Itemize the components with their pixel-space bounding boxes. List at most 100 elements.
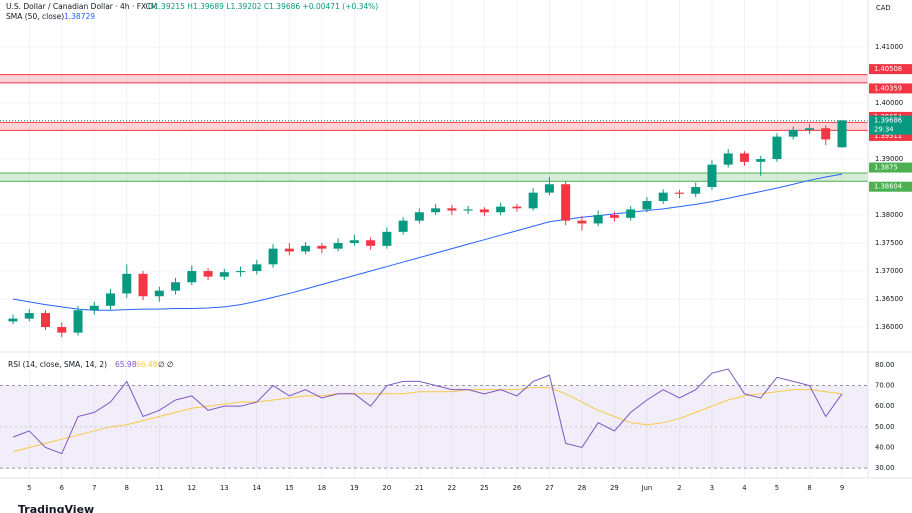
x-tick-label: 8 bbox=[807, 484, 811, 492]
candle-body bbox=[756, 159, 766, 162]
candle-body bbox=[463, 209, 473, 211]
candle-body bbox=[821, 128, 831, 140]
candle-body bbox=[723, 153, 733, 165]
candle-body bbox=[544, 184, 554, 193]
candle-body bbox=[707, 164, 717, 188]
candle-body bbox=[138, 273, 148, 297]
x-tick-label: 2 bbox=[677, 484, 681, 492]
x-tick-label: 5 bbox=[775, 484, 779, 492]
zone bbox=[0, 122, 868, 131]
y-tick-label: 1.39000 bbox=[875, 155, 903, 163]
ohlc-values: O1.39215 H1.39689 L1.39202 C1.39686 +0.0… bbox=[148, 2, 378, 11]
x-tick-label: 29 bbox=[610, 484, 619, 492]
sma-line bbox=[12, 173, 843, 311]
candle-body bbox=[447, 208, 457, 211]
candle-body bbox=[398, 220, 408, 232]
candle-body bbox=[154, 290, 164, 297]
x-tick-label: 8 bbox=[125, 484, 129, 492]
x-tick-label: 5 bbox=[27, 484, 31, 492]
x-tick-label: 19 bbox=[350, 484, 359, 492]
rsi-band bbox=[0, 385, 868, 469]
rsi-tick-label: 50.00 bbox=[875, 423, 894, 431]
price-tag-label: 1.3875 bbox=[874, 164, 898, 172]
x-tick-label: 12 bbox=[187, 484, 196, 492]
x-tick-label: 15 bbox=[285, 484, 294, 492]
x-tick-label: 11 bbox=[155, 484, 164, 492]
candle-body bbox=[171, 282, 181, 291]
candle-body bbox=[301, 245, 311, 252]
sma-legend: SMA (50, close) bbox=[6, 12, 64, 21]
zone bbox=[0, 74, 868, 83]
price-tag-label: 1.40359 bbox=[874, 84, 902, 92]
rsi-tick-label: 70.00 bbox=[875, 382, 894, 390]
y-tick-label: 1.37000 bbox=[875, 267, 903, 275]
price-tag bbox=[869, 64, 912, 75]
x-tick-label: 25 bbox=[480, 484, 489, 492]
candle-body bbox=[804, 128, 814, 130]
candle-body bbox=[317, 245, 327, 249]
price-tag-label: 1.40508 bbox=[874, 65, 902, 73]
x-tick-label: 21 bbox=[415, 484, 424, 492]
rsi-value: 65.98 bbox=[115, 360, 137, 369]
rsi-tick-label: 80.00 bbox=[875, 361, 894, 369]
price-tag bbox=[869, 162, 912, 173]
x-tick-label: 28 bbox=[578, 484, 587, 492]
x-tick-label: 27 bbox=[545, 484, 554, 492]
candle-body bbox=[609, 215, 619, 218]
candle-body bbox=[674, 192, 684, 194]
candle-body bbox=[349, 240, 359, 244]
price-tag-label: 1.39511 bbox=[874, 132, 902, 140]
y-tick-label: 1.36500 bbox=[875, 295, 903, 303]
x-tick-label: 18 bbox=[318, 484, 327, 492]
price-tag bbox=[869, 83, 912, 94]
candle-body bbox=[106, 293, 116, 306]
candle-body bbox=[772, 136, 782, 160]
candle-body bbox=[382, 231, 392, 246]
candle-body bbox=[577, 220, 587, 224]
candle-body bbox=[219, 272, 229, 277]
candle-body bbox=[658, 192, 668, 202]
candle-body bbox=[268, 248, 278, 265]
x-tick-label: 6 bbox=[60, 484, 64, 492]
price-tag bbox=[869, 115, 912, 135]
x-tick-label: 20 bbox=[383, 484, 392, 492]
x-tick-label: 13 bbox=[220, 484, 229, 492]
currency: CAD bbox=[876, 4, 891, 12]
candle-body bbox=[739, 153, 749, 162]
x-tick-label: 26 bbox=[513, 484, 522, 492]
rsi-tick-label: 60.00 bbox=[875, 402, 894, 410]
x-tick-label: 22 bbox=[448, 484, 457, 492]
candle-body bbox=[642, 201, 652, 210]
price-tag bbox=[869, 181, 912, 192]
rsi-extra: ∅ ∅ bbox=[158, 360, 173, 369]
sma-value: 1.38729 bbox=[64, 12, 95, 21]
x-tick-label: 14 bbox=[252, 484, 261, 492]
y-tick-label: 1.36000 bbox=[875, 323, 903, 331]
candle-body bbox=[41, 313, 51, 328]
candle-body bbox=[366, 240, 376, 246]
candle-body bbox=[284, 248, 294, 252]
candle-body bbox=[691, 187, 701, 194]
candle-body bbox=[8, 318, 18, 322]
candle-body bbox=[431, 208, 441, 213]
candle-body bbox=[73, 310, 83, 333]
x-tick-label: 7 bbox=[92, 484, 96, 492]
symbol-title: U.S. Dollar / Canadian Dollar · 4h · FXC… bbox=[6, 2, 157, 11]
candle-body bbox=[333, 243, 343, 249]
rsi-sma-value: 66.48 bbox=[136, 360, 158, 369]
candle-body bbox=[512, 206, 522, 209]
candle-body bbox=[236, 271, 246, 273]
price-tag bbox=[869, 130, 912, 141]
candle-body bbox=[528, 192, 538, 209]
candle-body bbox=[496, 206, 506, 213]
candle-body bbox=[89, 305, 99, 311]
x-tick-label: Jun bbox=[641, 484, 653, 492]
candle-body bbox=[626, 209, 636, 218]
candle-body bbox=[24, 313, 34, 319]
zone bbox=[0, 173, 868, 182]
x-tick-label: 3 bbox=[710, 484, 714, 492]
brand: TradingView bbox=[18, 503, 94, 513]
candle-body bbox=[57, 327, 67, 333]
